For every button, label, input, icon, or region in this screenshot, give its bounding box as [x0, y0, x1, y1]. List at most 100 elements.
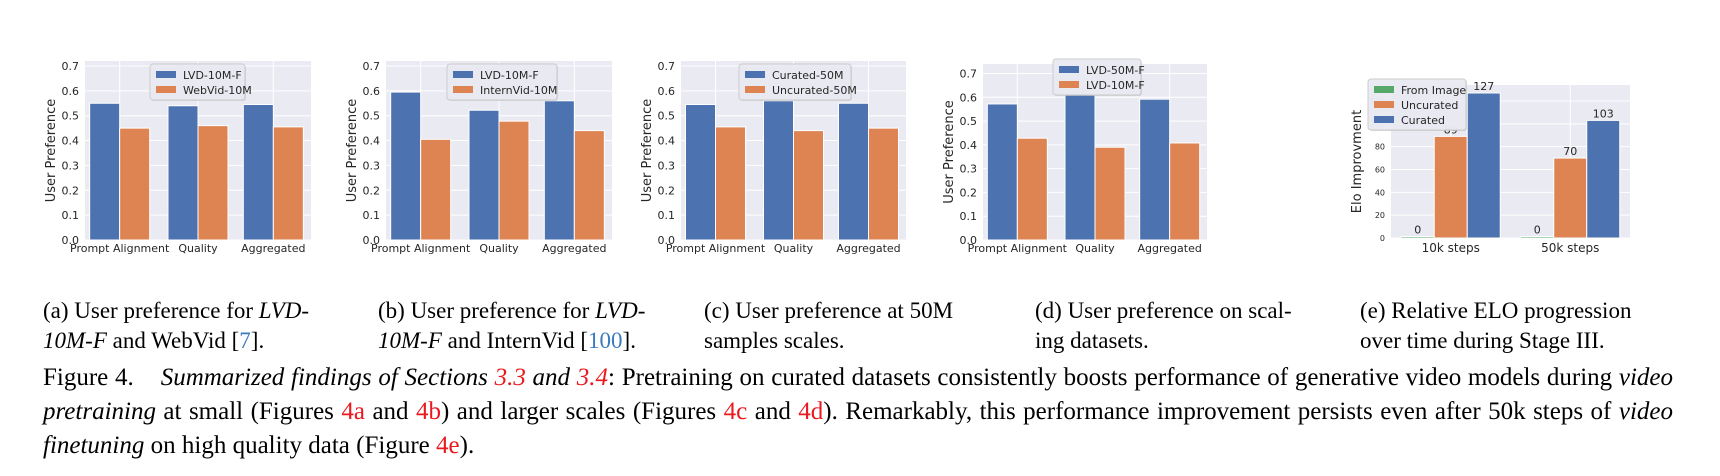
- subcaption-a: (a) User preference for LVD- 10M-F and W…: [43, 296, 309, 356]
- legend-swatch: [1059, 81, 1079, 88]
- bar-lvd-10m-f: [1094, 146, 1126, 241]
- y-tick-label: 0.7: [62, 60, 80, 73]
- subcaption-e-line2: over time during Stage III.: [1360, 328, 1605, 353]
- y-tick-label: 40: [1375, 188, 1385, 197]
- legend-entry: InternVid-10M: [480, 84, 557, 97]
- section-ref-link[interactable]: 3.4: [576, 364, 609, 391]
- figure-ref-link[interactable]: 4d: [798, 398, 824, 425]
- caption-text: ) and larger scales (Figures: [441, 398, 724, 425]
- legend-swatch: [156, 71, 176, 78]
- y-tick-label: 0.1: [658, 209, 676, 222]
- y-tick-label: 0.4: [363, 135, 381, 148]
- bar-internvid-10m: [498, 120, 530, 241]
- legend-swatch: [745, 71, 765, 78]
- caption-italic: video finetuning: [43, 398, 1673, 459]
- bar-value-label: 103: [1593, 107, 1614, 120]
- legend-entry: WebVid-10M: [183, 84, 252, 97]
- legend-entry: Curated-50M: [772, 69, 843, 82]
- y-tick-label: 0.3: [62, 159, 80, 172]
- legend-swatch: [1374, 86, 1394, 93]
- caption-text: : Pretraining on curated datasets consis…: [608, 364, 1619, 391]
- caption-text: on high quality data (Figure: [144, 432, 437, 459]
- bar-from-image: [1520, 236, 1555, 239]
- x-tick-label: Aggregated: [836, 242, 900, 255]
- bar-uncurated-50m: [868, 127, 899, 241]
- bar-uncurated: [1553, 157, 1588, 239]
- y-tick-label: 0.5: [960, 115, 978, 128]
- subcaption-d-line1: (d) User preference on scal-: [1035, 298, 1292, 323]
- subcaption-d-line2: ing datasets.: [1035, 328, 1149, 353]
- legend-entry: Uncurated: [1401, 99, 1458, 112]
- subcaption-b-mid: and InternVid [: [441, 328, 589, 353]
- bar-uncurated-50m: [715, 126, 746, 241]
- x-tick-label: Quality: [479, 242, 519, 255]
- caption-italic: video pretraining: [43, 364, 1674, 425]
- legend-entry: LVD-50M-F: [1086, 64, 1145, 77]
- bar-internvid-10m: [573, 130, 605, 241]
- chart-panel-c: 0.0 0.1 0.2 0.3 0.4 0.5 0.6 0.7 Prompt Alignment…: [640, 60, 906, 255]
- subcaption-a-mid: and WebVid [: [106, 328, 240, 353]
- subcaption-d: (d) User preference on scal- ing dataset…: [1035, 296, 1292, 356]
- x-tick-label: Aggregated: [1138, 242, 1202, 255]
- legend-box: [738, 63, 852, 101]
- subcaption-a-italic-2: 10M-F: [43, 328, 107, 353]
- y-tick-label: 0.6: [363, 85, 381, 98]
- chart-panel-e: 02040608010012000897012710310k steps50k …: [1350, 78, 1630, 255]
- y-tick-label: 0.6: [62, 85, 80, 98]
- figure-ref-link[interactable]: 4e: [436, 432, 460, 459]
- x-tick-label: Quality: [178, 242, 218, 255]
- bar-lvd-50m-f: [1064, 94, 1096, 241]
- subcaption-a-end: ].: [250, 328, 265, 353]
- legend-swatch: [745, 86, 765, 93]
- legend-entry: Curated: [1401, 114, 1445, 127]
- y-tick-label: 0.0: [960, 234, 978, 247]
- y-tick-label: 0.0: [62, 234, 80, 247]
- subcaption-b-italic: LVD-: [595, 298, 646, 323]
- bar-lvd-10m-f: [390, 91, 422, 241]
- subcaption-a-prefix: (a) User preference for: [43, 298, 259, 323]
- caption-text: and: [747, 398, 799, 425]
- y-tick-label: 0.0: [363, 234, 381, 247]
- x-tick-label: 10k steps: [1422, 241, 1480, 255]
- y-axis-label: User Preference: [942, 100, 957, 203]
- caption-text: and: [364, 398, 417, 425]
- subcaption-c-line1: (c) User preference at 50M: [704, 298, 954, 323]
- bar-value-label: 0: [1414, 224, 1421, 237]
- bar-curated-50m: [838, 102, 869, 241]
- caption-italic-and: and: [525, 364, 577, 391]
- bar-webvid-10m: [119, 127, 151, 241]
- y-tick-label: 0.5: [658, 110, 676, 123]
- figure-ref-link[interactable]: 4b: [416, 398, 442, 425]
- y-tick-label: 0.4: [960, 139, 978, 152]
- y-tick-label: 0.2: [658, 184, 676, 197]
- y-tick-label: 0.7: [658, 60, 676, 73]
- y-tick-label: 0.3: [363, 159, 381, 172]
- bar-lvd-10m-f: [1169, 142, 1201, 241]
- y-tick-label: 0.6: [960, 91, 978, 104]
- section-ref-link[interactable]: 3.3: [494, 364, 526, 391]
- legend-swatch: [156, 86, 176, 93]
- subcaption-b-prefix: (b) User preference for: [378, 298, 596, 323]
- bar-uncurated: [1433, 135, 1468, 239]
- y-tick-label: 0.3: [658, 159, 676, 172]
- chart-panel-b: 0.0 0.1 0.2 0.3 0.4 0.5 0.6 0.7 Prompt Alignment…: [345, 60, 612, 255]
- legend-entry: LVD-10M-F: [183, 69, 242, 82]
- subcaption-c: (c) User preference at 50M samples scale…: [704, 296, 953, 356]
- bar-lvd-10m-f: [543, 100, 575, 241]
- bar-lvd-50m-f: [1139, 98, 1171, 241]
- citation-link[interactable]: 100: [588, 328, 623, 353]
- figure-ref-link[interactable]: 4a: [341, 398, 365, 425]
- legend-swatch: [1059, 66, 1079, 73]
- y-tick-label: 0.2: [363, 184, 381, 197]
- legend-swatch: [453, 86, 473, 93]
- y-tick-label: 0.7: [960, 68, 978, 81]
- legend-swatch: [1374, 116, 1394, 123]
- bar-curated-50m: [685, 104, 716, 241]
- legend-box: [446, 63, 558, 101]
- figure-ref-link[interactable]: 4c: [723, 398, 748, 425]
- x-tick-label: Prompt Alignment: [666, 242, 766, 255]
- y-tick-label: 0.7: [363, 60, 381, 73]
- citation-link[interactable]: 7: [239, 328, 251, 353]
- caption-italic-intro: Summarized findings of Sections: [160, 364, 495, 391]
- subcaption-b: (b) User preference for LVD- 10M-F and I…: [378, 296, 645, 356]
